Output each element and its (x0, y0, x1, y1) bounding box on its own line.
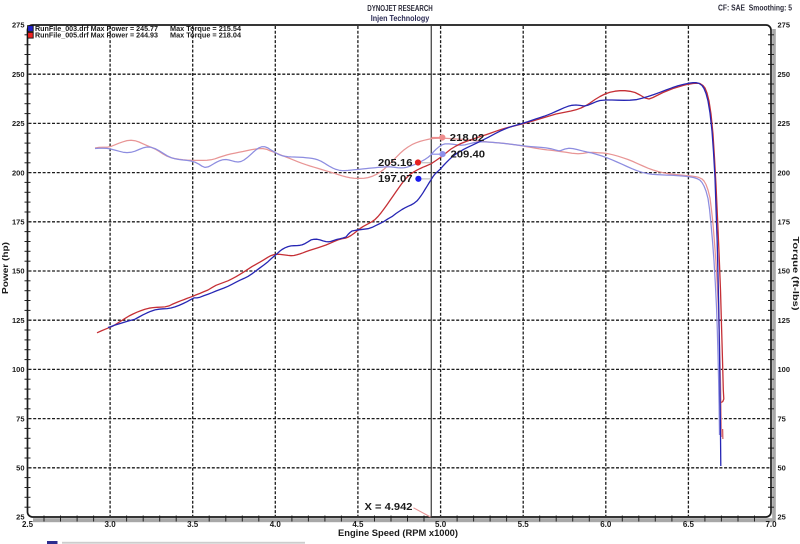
svg-text:100: 100 (12, 365, 25, 374)
svg-text:175: 175 (778, 218, 791, 227)
svg-text:225: 225 (12, 119, 25, 128)
svg-text:3.5: 3.5 (187, 520, 199, 529)
svg-text:Torque (ft-lbs): Torque (ft-lbs) (791, 237, 800, 311)
svg-text:205.16: 205.16 (378, 158, 413, 169)
svg-text:275: 275 (778, 21, 791, 30)
svg-text:6.0: 6.0 (600, 520, 612, 529)
svg-text:Max Torque = 215.54: Max Torque = 215.54 (170, 26, 241, 33)
svg-text:200: 200 (778, 168, 791, 177)
svg-text:175: 175 (12, 218, 25, 227)
svg-text:3.0: 3.0 (105, 520, 117, 529)
svg-text:150: 150 (12, 267, 25, 276)
svg-text:25: 25 (16, 513, 24, 522)
svg-text:6.5: 6.5 (683, 520, 695, 529)
svg-text:75: 75 (16, 414, 24, 423)
svg-text:Max Torque = 218.04: Max Torque = 218.04 (170, 32, 241, 39)
svg-text:4.5: 4.5 (352, 520, 364, 529)
svg-text:197.07: 197.07 (378, 174, 413, 185)
svg-text:4.0: 4.0 (270, 520, 282, 529)
svg-text:DYNOJET RESEARCH: DYNOJET RESEARCH (367, 4, 433, 13)
svg-text:CF: SAE Smoothing: 5: CF: SAE Smoothing: 5 (718, 4, 792, 13)
svg-text:50: 50 (778, 464, 786, 473)
svg-text:125: 125 (12, 316, 25, 325)
svg-text:5.5: 5.5 (518, 520, 530, 529)
svg-text:2.5: 2.5 (22, 520, 34, 529)
svg-text:218.02: 218.02 (450, 133, 485, 144)
svg-text:250: 250 (778, 70, 791, 79)
svg-text:50: 50 (16, 464, 24, 473)
svg-text:X = 4.942: X = 4.942 (365, 502, 414, 513)
svg-text:Power (hp): Power (hp) (0, 242, 10, 294)
svg-text:200: 200 (12, 168, 25, 177)
svg-text:7.0: 7.0 (765, 520, 777, 529)
svg-text:209.40: 209.40 (451, 150, 486, 161)
svg-text:100: 100 (778, 365, 791, 374)
svg-text:5.0: 5.0 (435, 520, 447, 529)
svg-text:RunFile_003.drf Max Power = 24: RunFile_003.drf Max Power = 245.77 (35, 26, 158, 33)
svg-text:125: 125 (778, 316, 791, 325)
svg-text:RunFile_005.drf Max Power = 24: RunFile_005.drf Max Power = 244.93 (35, 32, 158, 39)
svg-text:25: 25 (778, 513, 786, 522)
svg-text:250: 250 (12, 70, 25, 79)
svg-text:75: 75 (778, 414, 786, 423)
svg-text:225: 225 (778, 119, 791, 128)
svg-text:Engine Speed (RPM x1000): Engine Speed (RPM x1000) (338, 528, 458, 538)
svg-text:Injen Technology: Injen Technology (371, 14, 430, 23)
svg-text:275: 275 (12, 21, 25, 30)
svg-text:150: 150 (778, 267, 791, 276)
